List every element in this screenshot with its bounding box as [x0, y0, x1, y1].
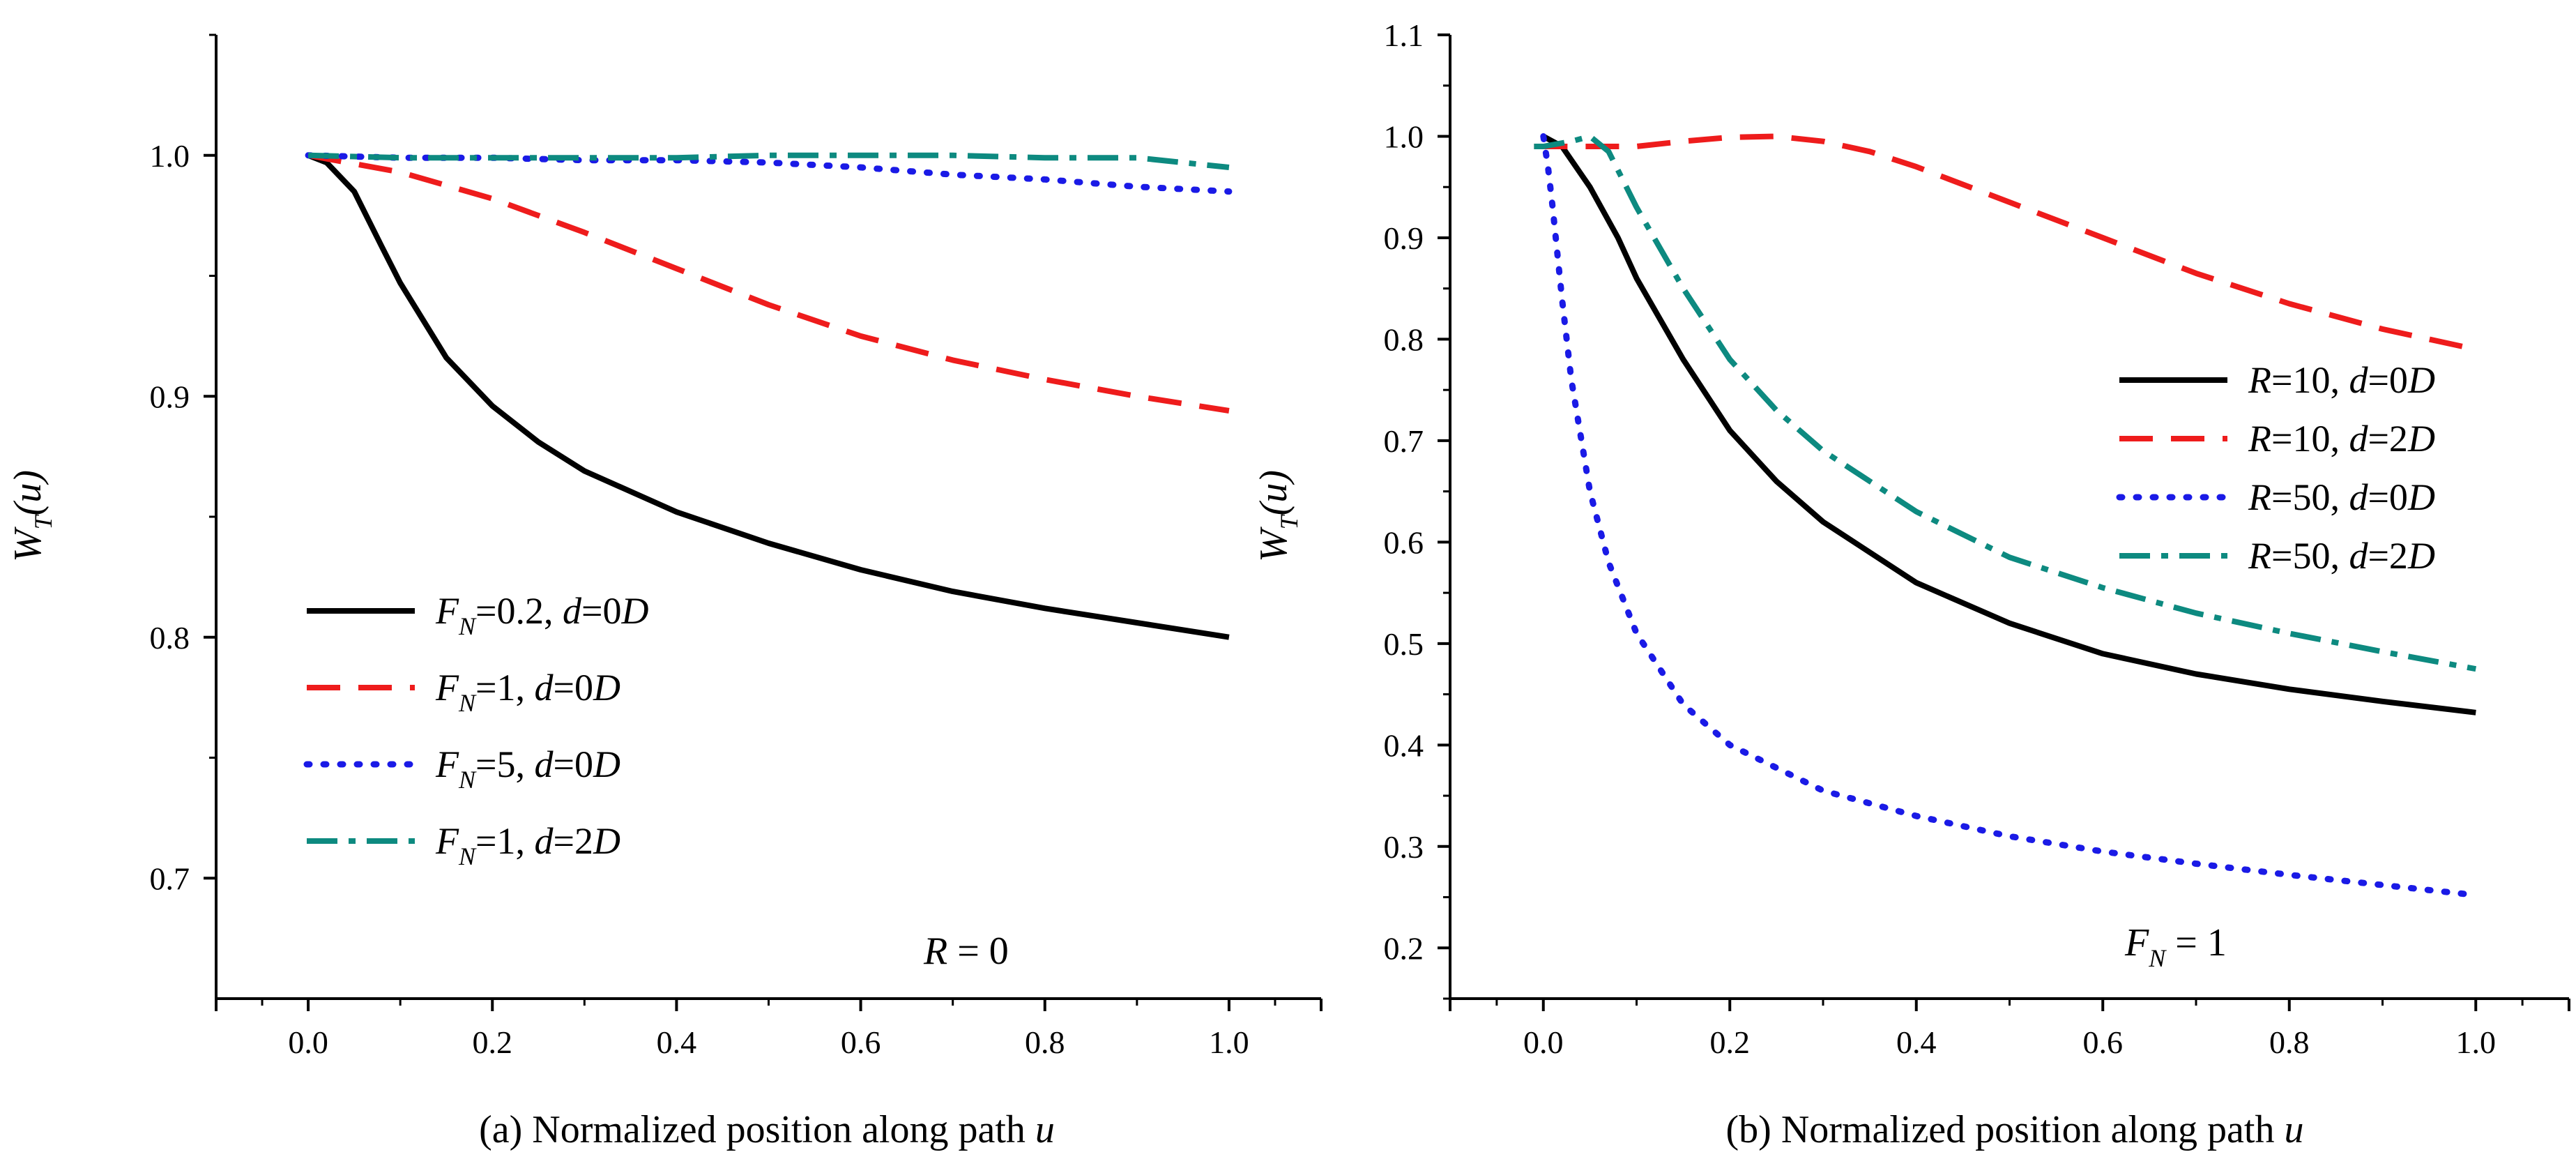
x-axis-label: (a) Normalized position along path u — [479, 1108, 1055, 1151]
y-tick-label: 0.4 — [1384, 727, 1424, 763]
y-tick-label: 0.6 — [1384, 524, 1424, 560]
x-tick-label: 0.2 — [473, 1024, 513, 1060]
panel-annotation: R = 0 — [923, 930, 1009, 973]
y-tick-label: 1.0 — [150, 138, 190, 174]
series-line-black-solid — [1541, 133, 2476, 716]
y-axis-label: WT(u) — [1252, 470, 1303, 562]
series-line-red-dashed — [307, 152, 1230, 414]
panel-annotation: FN = 1 — [2124, 921, 2227, 972]
x-tick-label: 0.0 — [1523, 1024, 1564, 1060]
y-tick-label: 0.8 — [150, 620, 190, 656]
y-tick-label: 0.5 — [1384, 626, 1424, 662]
legend: R=10, d=0D R=10, d=2D R=50, d=0D R=50, d=2D — [2116, 359, 2435, 577]
legend-label-black-solid: R=10, d=0D — [2248, 359, 2435, 401]
series-line-blue-dotted — [1540, 133, 2479, 899]
y-tick-label: 0.8 — [1384, 321, 1424, 357]
x-tick-label: 0.8 — [1025, 1024, 1065, 1060]
y-tick-label: 1.0 — [1384, 119, 1424, 154]
x-tick-label: 0.0 — [288, 1024, 328, 1060]
series-line-blue-dotted — [305, 152, 1233, 195]
legend: FN=0.2, d=0D FN=1, d=0D FN=5, d=0D FN=1, d=… — [303, 590, 648, 870]
panel-a: 0.0 0.2 0.4 0.6 0.8 1.0 0.7 0.8 0.9 1.0 FN=0.2, d=… — [6, 33, 1323, 1151]
x-tick-label: 0.6 — [841, 1024, 881, 1060]
y-tick-label: 0.3 — [1384, 829, 1424, 865]
x-tick-label: 0.4 — [1896, 1024, 1937, 1060]
y-tick-label: 1.1 — [1384, 17, 1424, 53]
y-tick-label: 0.2 — [1384, 930, 1424, 966]
x-tick-label: 1.0 — [1209, 1024, 1249, 1060]
series-line-teal-dashdot — [307, 152, 1230, 170]
legend-label-teal-dashdot: FN=1, d=2D — [435, 820, 620, 870]
legend-label-blue-dotted: FN=5, d=0D — [435, 743, 620, 794]
legend-label-red-dashed: R=10, d=2D — [2248, 418, 2435, 460]
y-tick-label: 0.7 — [150, 861, 190, 896]
x-tick-label: 0.4 — [657, 1024, 697, 1060]
x-axis-label: (b) Normalized position along path u — [1726, 1108, 2304, 1151]
legend-label-red-dashed: FN=1, d=0D — [435, 667, 620, 717]
x-tick-label: 0.8 — [2269, 1024, 2310, 1060]
x-tick-label: 0.2 — [1710, 1024, 1751, 1060]
x-tick-label: 0.6 — [2083, 1024, 2124, 1060]
panel-b: 0.0 0.2 0.4 0.6 0.8 1.0 0.2 0.3 0.4 0.5 0.6 0.7 0.8 0… — [1252, 17, 2570, 1151]
series-line-red-dashed — [1534, 133, 2477, 352]
legend-label-teal-dashdot: R=50, d=2D — [2248, 535, 2435, 577]
legend-label-blue-dotted: R=50, d=0D — [2248, 476, 2435, 518]
y-axis-label: WT(u) — [6, 470, 57, 562]
y-tick-label: 0.9 — [1384, 220, 1424, 256]
y-tick-label: 0.9 — [150, 379, 190, 414]
legend-label-black-solid: FN=0.2, d=0D — [435, 590, 648, 640]
series-line-black-solid — [307, 153, 1230, 640]
x-tick-label: 1.0 — [2456, 1024, 2497, 1060]
y-tick-label: 0.7 — [1384, 423, 1424, 459]
